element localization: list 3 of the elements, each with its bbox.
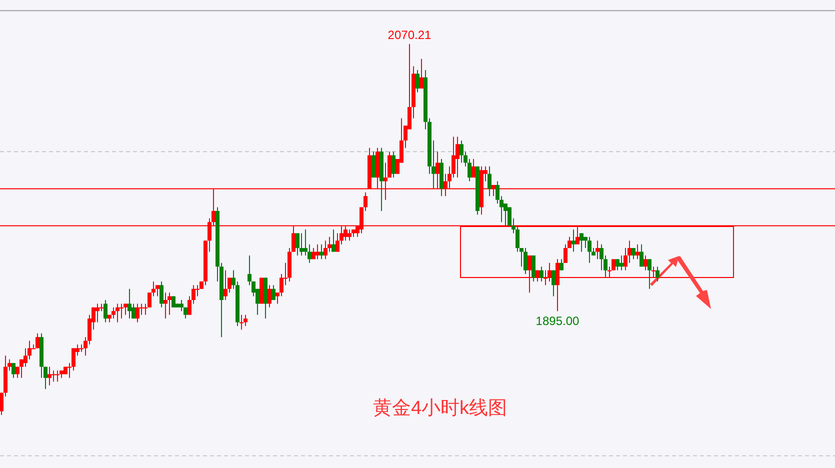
annotation: 2070.21	[388, 28, 432, 42]
title: 黄金4小时k线图	[372, 398, 508, 419]
annotation: 1895.00	[536, 314, 580, 328]
